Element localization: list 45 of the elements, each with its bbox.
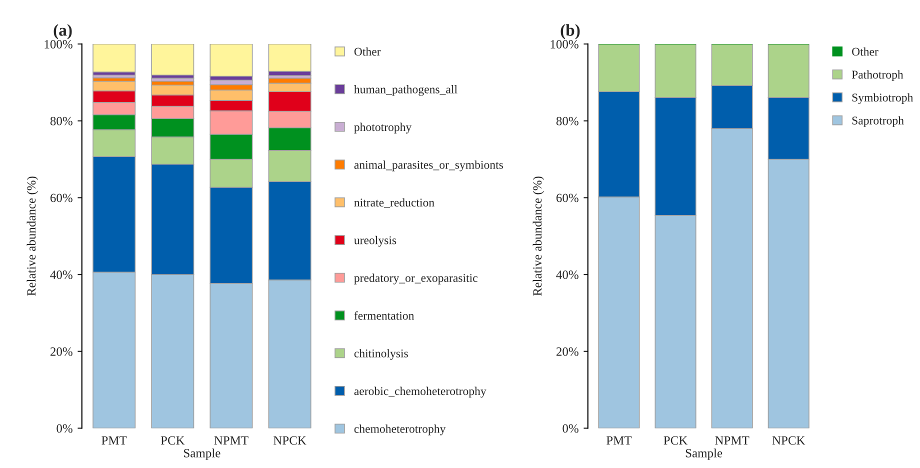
x-tick-label: PMT bbox=[606, 436, 632, 445]
y-tick-label: 20% bbox=[50, 347, 72, 356]
y-tick-label: 40% bbox=[50, 270, 72, 280]
legend-label: Symbiotroph bbox=[852, 93, 914, 104]
y-tick-label: 0% bbox=[56, 424, 72, 433]
legend-label: fermentation bbox=[354, 311, 414, 320]
legend-label: Other bbox=[354, 47, 381, 56]
chart-title: (b) bbox=[560, 24, 580, 40]
bar bbox=[92, 44, 136, 72]
bar bbox=[210, 44, 253, 77]
y-tick-label: 100% bbox=[44, 40, 72, 48]
x-tick-label: NPMT bbox=[715, 436, 750, 445]
y-tick-label: 40% bbox=[556, 270, 578, 280]
y-tick-label: 100% bbox=[550, 40, 578, 48]
x-tick-label: PMT bbox=[102, 436, 127, 445]
legend-label: aerobic_chemoheterotrophy bbox=[354, 386, 486, 398]
legend-label: phototrophy bbox=[354, 122, 412, 134]
legend-label: predatory_or_exoparasitic bbox=[354, 274, 478, 284]
y-tick-label: 60% bbox=[50, 194, 72, 202]
legend-label: chitinolysis bbox=[354, 349, 408, 360]
y-tick-label: 80% bbox=[50, 116, 72, 126]
legend-label: Other bbox=[852, 47, 878, 56]
legend-label: ureolysis bbox=[354, 236, 396, 247]
x-tick-label: PCK bbox=[664, 436, 688, 445]
x-axis-title: Sample bbox=[184, 448, 220, 460]
y-axis-title: Relative abundance (%) bbox=[26, 176, 38, 296]
legend-label: nitrate_reduction bbox=[354, 198, 434, 208]
x-tick-label: NPCK bbox=[772, 436, 806, 445]
bar bbox=[151, 44, 194, 76]
x-axis-title: Sample bbox=[686, 448, 722, 460]
y-tick-label: 0% bbox=[562, 424, 578, 433]
legend-label: chemoheterotrophy bbox=[354, 424, 446, 436]
y-tick-label: 60% bbox=[556, 194, 578, 202]
legend-label: Pathotroph bbox=[852, 70, 904, 82]
x-tick-label: PCK bbox=[160, 436, 185, 445]
y-axis-title: Relative abundance (%) bbox=[532, 176, 544, 296]
bar bbox=[268, 44, 312, 72]
x-tick-label: NPMT bbox=[214, 436, 248, 445]
legend-label: human_pathogens_all bbox=[354, 85, 458, 96]
chart-title: (a) bbox=[54, 24, 72, 40]
y-tick-label: 20% bbox=[556, 347, 578, 356]
legend-label: animal_parasites_or_symbionts bbox=[354, 160, 503, 172]
y-tick-label: 80% bbox=[556, 116, 578, 126]
legend-label: Saprotroph bbox=[852, 116, 904, 127]
x-tick-label: NPCK bbox=[273, 436, 306, 445]
